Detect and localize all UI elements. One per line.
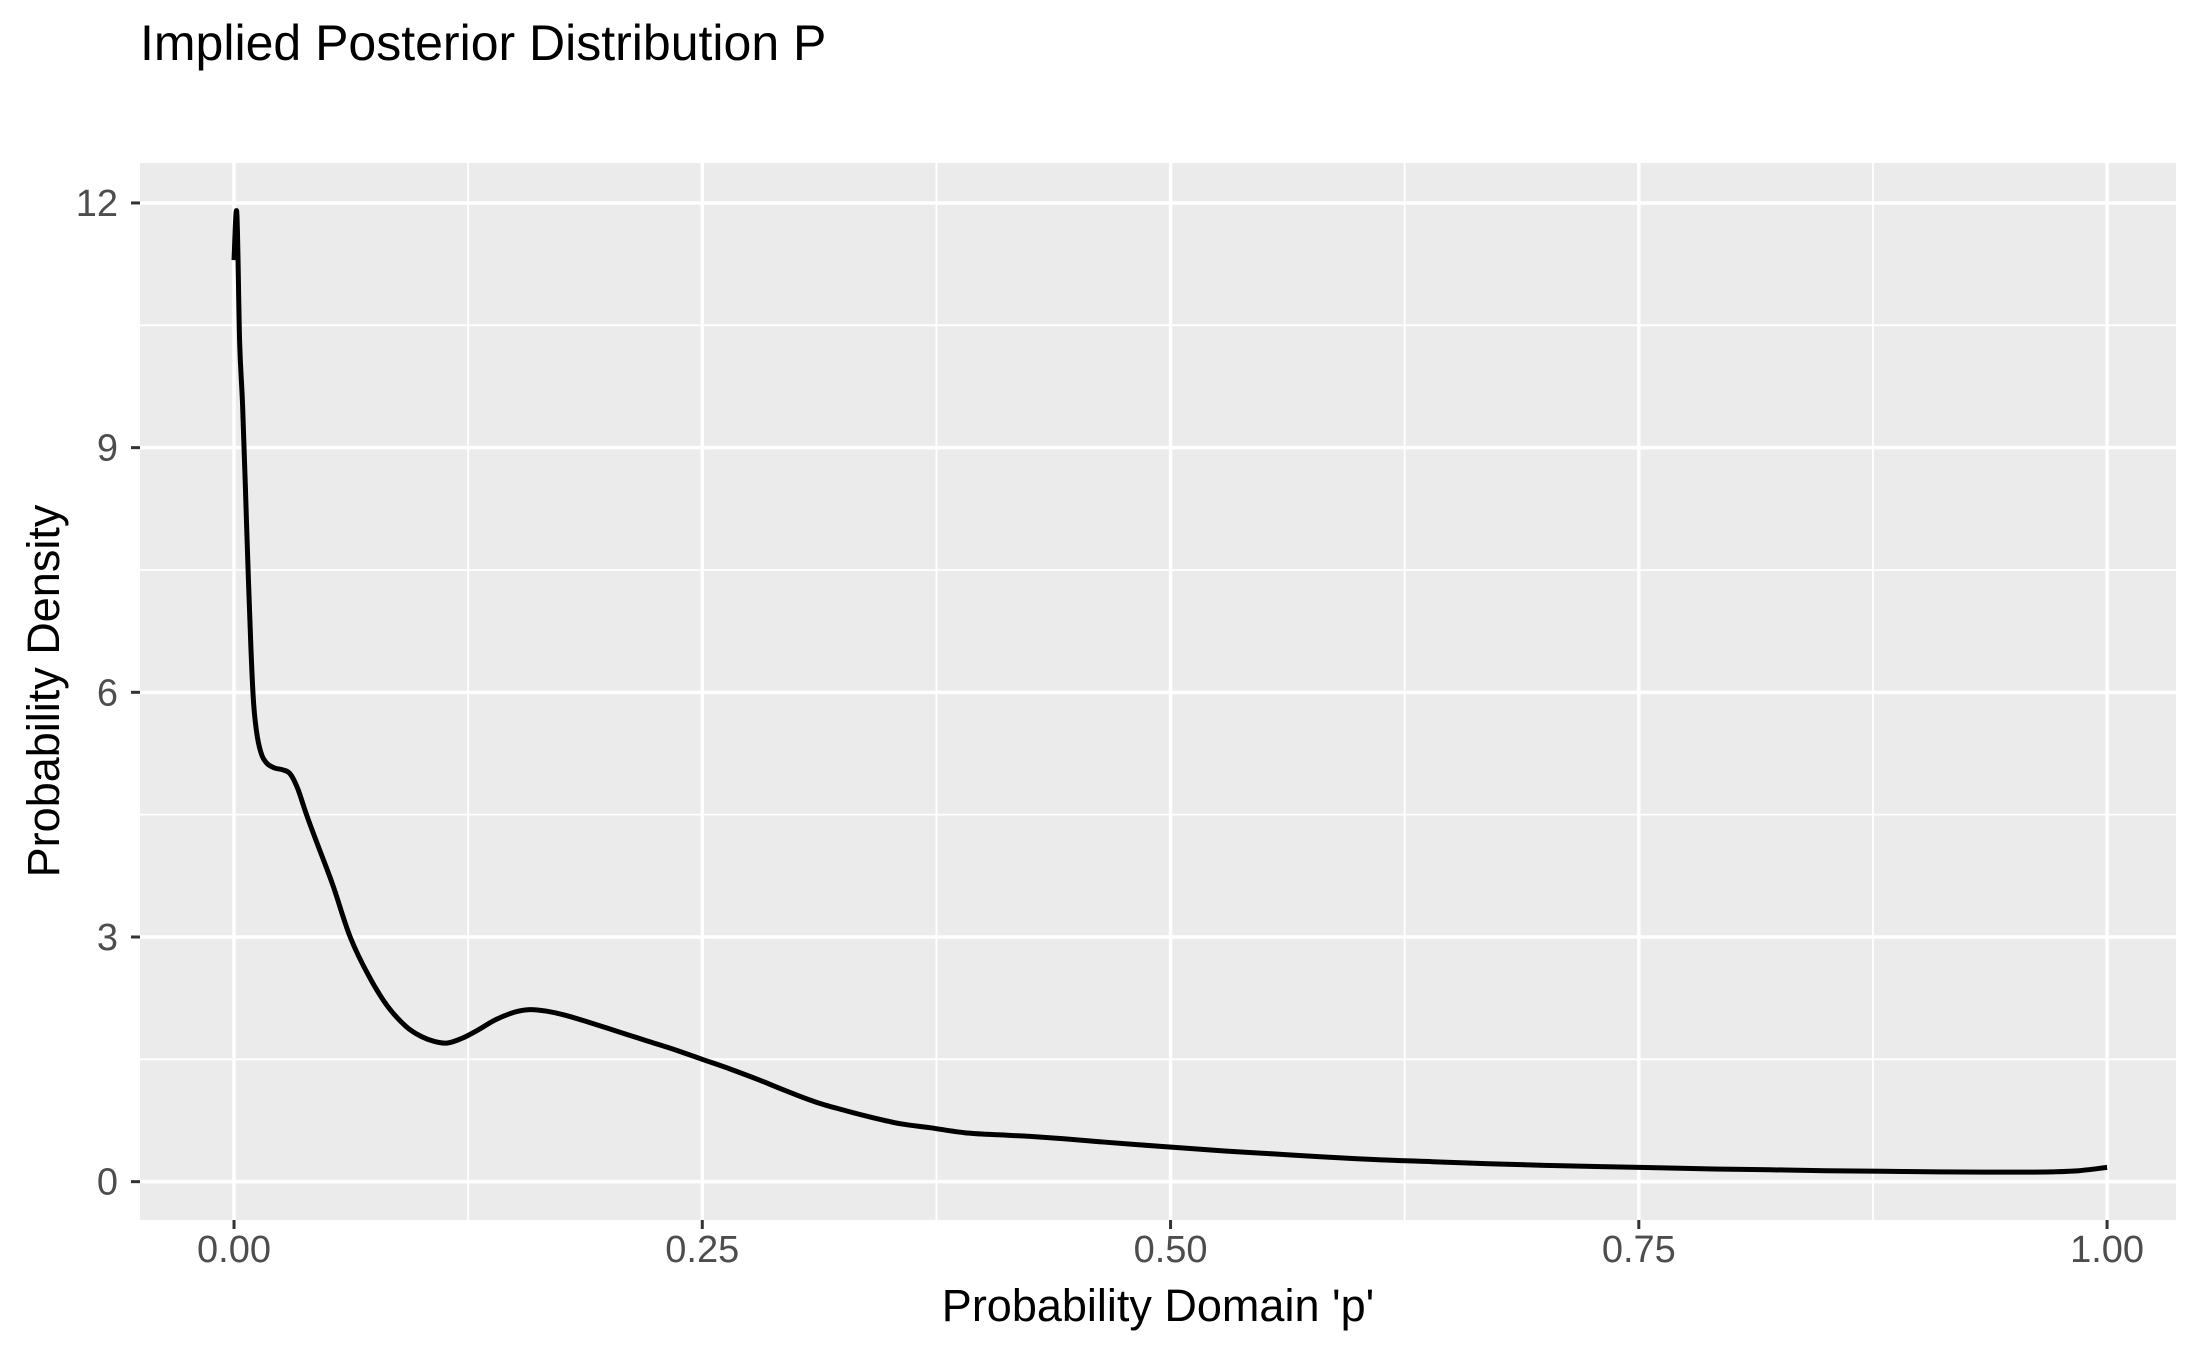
y-axis-tick-label: 0 [97,1162,118,1204]
x-axis-tick-label: 0.00 [197,1229,271,1271]
y-axis-tick-label: 9 [97,428,118,470]
plot-title: Implied Posterior Distribution P [140,15,827,71]
y-axis-tick-label: 6 [97,672,118,714]
x-axis-tick-label: 0.50 [1134,1229,1208,1271]
x-axis-tick-label: 0.75 [1602,1229,1676,1271]
y-axis-tick-label: 3 [97,917,118,959]
density-curve [231,208,2108,1175]
y-axis-title: Probability Density [18,504,69,878]
x-axis-tick-label: 1.00 [2070,1229,2144,1271]
y-axis-tick-label: 12 [76,183,118,225]
x-axis-tick-label: 0.25 [665,1229,739,1271]
x-axis-title: Probability Domain 'p' [941,1280,1375,1331]
